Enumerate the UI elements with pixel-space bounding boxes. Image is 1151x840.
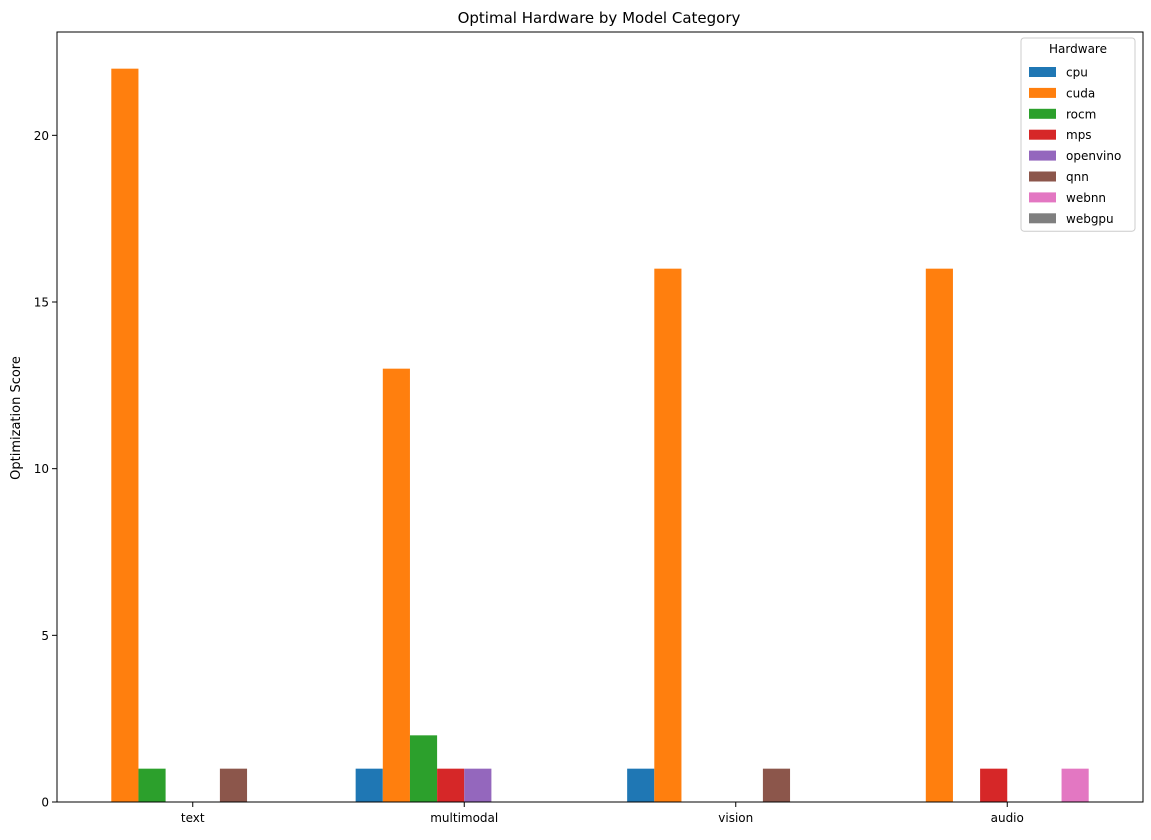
bar-webnn-audio	[1061, 768, 1089, 802]
y-tick-label: 20	[34, 129, 49, 143]
bar-qnn-text	[219, 768, 248, 802]
bar-mps-multimodal	[437, 768, 465, 802]
legend-label-mps: mps	[1066, 128, 1092, 142]
legend-swatch-webnn	[1029, 192, 1056, 203]
legend-label-qnn: qnn	[1066, 170, 1089, 184]
legend-label-rocm: rocm	[1066, 107, 1096, 121]
y-tick-label: 0	[41, 796, 49, 810]
plot-frame	[56, 31, 1144, 803]
x-tick-label: text	[181, 811, 205, 825]
x-axis-ticks: text multimodal vision audio	[181, 802, 1024, 825]
x-tick-label: multimodal	[430, 811, 498, 825]
legend-label-cuda: cuda	[1066, 86, 1095, 100]
legend-swatch-rocm	[1029, 108, 1056, 119]
legend-swatch-mps	[1029, 129, 1056, 140]
bar-cpu-vision	[627, 768, 655, 802]
bar-cuda-text	[111, 68, 139, 802]
y-tick-label: 10	[34, 462, 49, 476]
legend-label-webnn: webnn	[1066, 191, 1106, 205]
legend-swatch-qnn	[1029, 171, 1056, 182]
y-axis-label: Optimization Score	[9, 356, 24, 480]
legend-box	[1020, 37, 1136, 232]
y-axis-ticks: 0 5 10 15 20	[34, 129, 57, 810]
legend-swatch-cuda	[1029, 87, 1056, 98]
y-tick-label: 15	[34, 296, 49, 310]
bar-series-group	[111, 68, 1089, 803]
bar-rocm-multimodal	[409, 735, 438, 802]
legend-label-openvino: openvino	[1066, 149, 1121, 163]
legend-label-webgpu: webgpu	[1066, 212, 1114, 226]
legend: Hardware cpu cuda rocm mps openvino qnn webnn we…	[1020, 37, 1136, 232]
bar-cuda-multimodal	[382, 368, 410, 802]
bar-cuda-vision	[654, 268, 682, 803]
legend-swatch-webgpu	[1029, 213, 1056, 224]
y-tick-label: 5	[41, 629, 49, 643]
bar-qnn-vision	[762, 768, 791, 802]
bar-openvino-multimodal	[464, 768, 492, 802]
legend-swatch-cpu	[1029, 67, 1056, 77]
chart-title: Optimal Hardware by Model Category	[458, 9, 741, 27]
legend-title: Hardware	[1049, 42, 1107, 56]
legend-swatch-openvino	[1029, 150, 1056, 161]
bar-cuda-audio	[925, 268, 953, 803]
x-tick-label: audio	[991, 811, 1024, 825]
bar-rocm-text	[138, 768, 166, 802]
bar-cpu-multimodal	[355, 768, 383, 802]
x-tick-label: vision	[718, 811, 753, 825]
bar-mps-audio	[980, 768, 1008, 802]
legend-label-cpu: cpu	[1066, 66, 1088, 80]
